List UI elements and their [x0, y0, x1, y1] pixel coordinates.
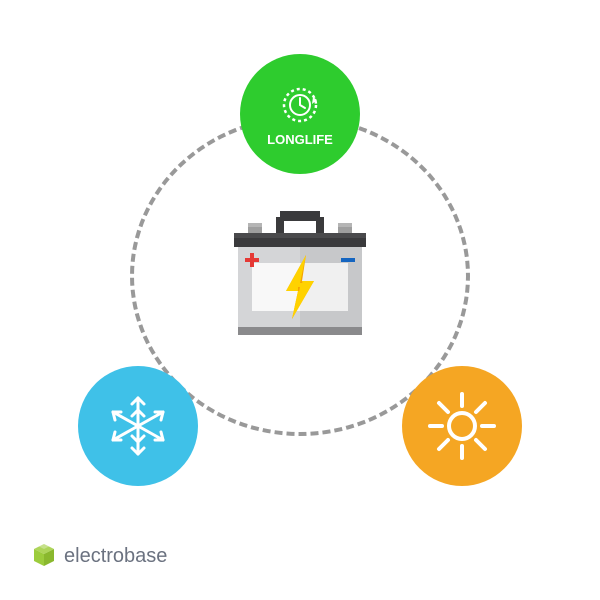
longlife-label: LONGLIFE — [267, 132, 333, 147]
heat-node — [402, 366, 522, 486]
cold-node — [78, 366, 198, 486]
snowflake-icon — [102, 390, 174, 462]
cube-icon — [30, 542, 58, 570]
battery-icon — [220, 211, 380, 341]
brand-name: electrobase — [64, 545, 167, 568]
diagram-container: LONGLIFE — [100, 76, 500, 476]
clock-cycle-icon — [277, 82, 323, 128]
brand-logo: electrobase — [30, 542, 167, 570]
sun-icon — [424, 388, 500, 464]
longlife-node: LONGLIFE — [240, 54, 360, 174]
